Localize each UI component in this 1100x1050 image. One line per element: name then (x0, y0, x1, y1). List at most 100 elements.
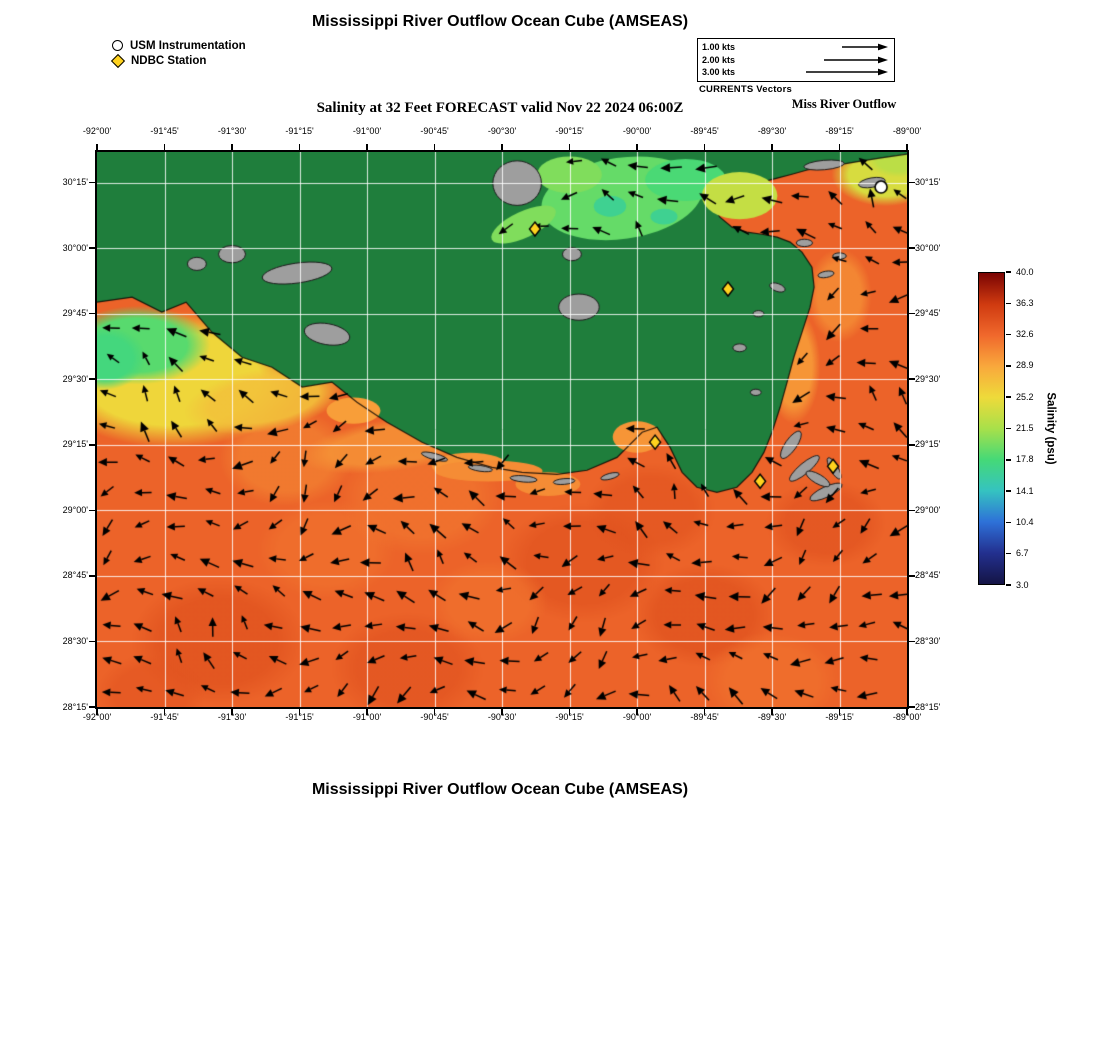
y-axis-tick-label-right: 28°45' (915, 570, 941, 581)
y-axis-tick-label-left: 29°45' (62, 308, 88, 319)
vector-key-arrow-icon (806, 68, 888, 76)
x-axis-tick-mark (636, 709, 638, 715)
y-axis-tick-mark (909, 640, 915, 643)
colorbar-tick-label: 28.9 (1016, 360, 1034, 371)
bottom-title: Mississippi River Outflow Ocean Cube (AM… (311, 781, 689, 798)
y-axis-tick-mark (909, 312, 915, 315)
x-axis-tick-mark (568, 709, 571, 715)
x-axis-tick-label-top: -90°00' (622, 126, 652, 136)
y-axis-tick-label-right: 29°45' (915, 308, 941, 319)
colorbar-tick-label: 40.0 (1016, 266, 1034, 277)
x-axis-tick-label-top: -89°15' (825, 126, 854, 136)
x-axis-tick-label-bottom: -92°00' (82, 712, 112, 722)
x-axis-tick-label-bottom: -89°45' (690, 712, 719, 722)
colorbar-title: Salinity (psu) (1044, 392, 1057, 465)
x-axis-tick-label-top: -92°00' (82, 126, 112, 136)
y-axis-tick-label-right: 30°00' (915, 242, 941, 253)
miss-river-outflow-label: Miss River Outflow (791, 97, 897, 111)
x-axis-tick-label-bottom: -91°30' (217, 712, 247, 722)
usm-circle-icon (112, 40, 123, 51)
top-title: Mississippi River Outflow Ocean Cube (AM… (311, 13, 689, 30)
x-axis-tick-label-top: -91°30' (217, 126, 247, 136)
colorbar-tick-mark (1006, 552, 1011, 555)
x-axis-tick-label-top: -90°15' (555, 126, 584, 136)
currents-vector-key: 1.00 kts 2.00 kts 3.00 kts (697, 38, 895, 82)
legend-ndbc-item: NDBC Station (110, 53, 246, 68)
y-axis-tick-mark (909, 706, 915, 708)
currents-vectors-label: CURRENTS Vectors (699, 84, 792, 95)
x-axis-tick-label-bottom: -90°15' (555, 712, 584, 722)
vector-key-label: 3.00 kts (702, 67, 736, 78)
x-axis-tick-label-bottom: -90°00' (622, 712, 652, 722)
y-axis-tick-mark (909, 575, 915, 577)
y-axis-tick-label-right: 28°30' (915, 635, 941, 646)
vector-key-label: 1.00 kts (702, 42, 736, 53)
legend-usm-item: USM Instrumentation (112, 38, 246, 53)
colorbar-tick-label: 32.6 (1016, 329, 1034, 340)
y-axis-tick-label-left: 29°30' (62, 373, 88, 384)
x-axis-tick-mark (298, 709, 301, 715)
x-axis-tick-label-top: -89°00' (892, 126, 922, 136)
colorbar-tick-label: 14.1 (1016, 485, 1034, 496)
colorbar-tick-mark (1006, 459, 1011, 461)
colorbar-tick-mark (1006, 333, 1011, 336)
colorbar-tick-mark (1006, 584, 1011, 586)
y-axis-tick-label-right: 29°15' (915, 439, 941, 450)
colorbar (978, 272, 1005, 585)
legend-usm-label: USM Instrumentation (130, 39, 246, 52)
x-axis-tick-mark (433, 709, 436, 715)
colorbar-gradient (979, 273, 1004, 584)
colorbar-tick-mark (1006, 427, 1011, 430)
y-axis-tick-label-left: 30°15' (62, 177, 88, 188)
vector-key-rows: 1.00 kts 2.00 kts 3.00 kts (702, 41, 890, 79)
x-axis-tick-label-bottom: -91°00' (352, 712, 382, 722)
x-axis-tick-label-top: -89°30' (757, 126, 787, 136)
x-axis-tick-mark (163, 709, 166, 715)
colorbar-tick-mark (1006, 521, 1011, 524)
y-axis-tick-label-right: 28°15' (915, 701, 941, 712)
subtitle: Salinity at 32 Feet FORECAST valid Nov 2… (316, 100, 684, 116)
x-axis-tick-mark (96, 709, 98, 715)
vector-key-row: 3.00 kts (702, 66, 890, 79)
colorbar-tick-label: 36.3 (1016, 297, 1034, 308)
y-axis-tick-label-left: 29°00' (62, 504, 88, 515)
colorbar-tick-mark (1006, 271, 1011, 273)
y-axis-tick-label-right: 29°30' (915, 373, 941, 384)
x-axis-tick-mark (771, 709, 773, 715)
y-axis-tick-mark (909, 181, 915, 184)
x-axis-tick-label-bottom: -89°15' (825, 712, 854, 722)
x-axis-tick-label-bottom: -91°45' (150, 712, 179, 722)
y-axis-tick-label-left: 28°30' (62, 635, 88, 646)
x-axis-tick-label-top: -91°45' (150, 126, 179, 136)
y-axis-tick-label-left: 29°15' (62, 439, 88, 450)
x-axis-tick-label-bottom: -90°45' (420, 712, 449, 722)
x-axis-tick-mark (366, 709, 368, 715)
vector-key-row: 2.00 kts (702, 54, 890, 67)
colorbar-tick-mark (1006, 396, 1011, 398)
vector-key-row: 1.00 kts (702, 41, 890, 54)
x-axis-tick-label-bottom: -89°00' (892, 712, 922, 722)
y-axis-tick-label-left: 28°45' (62, 570, 88, 581)
colorbar-tick-label: 21.5 (1016, 423, 1034, 433)
y-axis-tick-label-left: 28°15' (62, 701, 88, 712)
x-axis-tick-label-top: -89°45' (690, 126, 719, 136)
x-axis-tick-label-top: -91°00' (352, 126, 382, 136)
map-frame (95, 150, 909, 709)
y-axis-tick-mark (909, 378, 915, 380)
colorbar-tick-label: 3.0 (1016, 579, 1029, 590)
ndbc-diamond-icon (110, 53, 126, 68)
y-axis-tick-label-left: 30°00' (62, 242, 88, 253)
y-axis-tick-mark (909, 509, 915, 512)
y-axis-tick-label-right: 30°15' (915, 177, 941, 188)
colorbar-tick-label: 6.7 (1016, 548, 1029, 559)
legend-ndbc-label: NDBC Station (131, 54, 207, 67)
symbol-legend: USM Instrumentation NDBC Station (110, 38, 246, 68)
x-axis-tick-label-top: -91°15' (285, 126, 314, 136)
colorbar-tick-label: 25.2 (1016, 391, 1034, 402)
x-axis-tick-label-top: -90°45' (420, 126, 449, 136)
y-axis-tick-mark (909, 444, 915, 446)
y-axis-tick-mark (909, 247, 915, 249)
x-axis-tick-label-bottom: -91°15' (285, 712, 314, 722)
colorbar-tick-label: 10.4 (1016, 516, 1034, 527)
